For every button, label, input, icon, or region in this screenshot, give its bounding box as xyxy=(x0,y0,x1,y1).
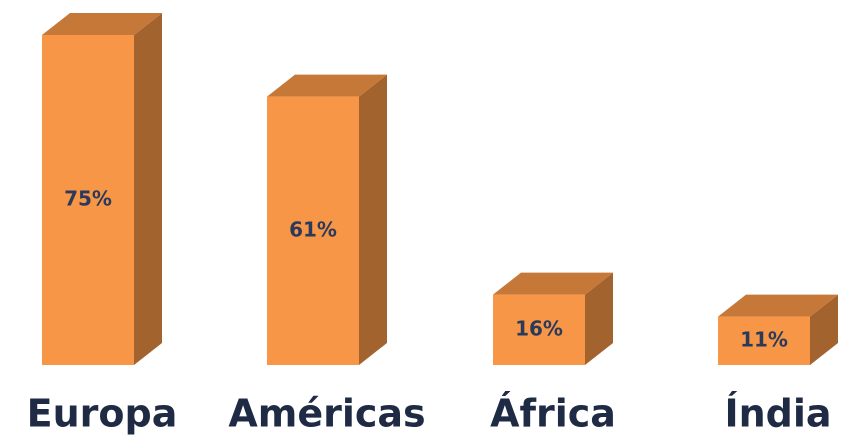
bar-top xyxy=(718,294,838,317)
x-tick-label: Índia xyxy=(724,392,831,436)
value-label: 11% xyxy=(740,327,788,351)
value-label: 61% xyxy=(289,217,337,241)
bar-top xyxy=(493,272,613,295)
bar-side xyxy=(810,294,838,365)
bar xyxy=(718,316,810,365)
bar-side xyxy=(585,272,613,365)
bar-top xyxy=(42,13,162,35)
bar xyxy=(42,35,134,365)
x-tick-label: Europa xyxy=(27,392,178,436)
value-label: 75% xyxy=(64,187,112,211)
value-label: 16% xyxy=(515,316,563,340)
bar xyxy=(493,294,585,365)
x-tick-label: Américas xyxy=(228,392,425,436)
bar-side xyxy=(134,13,162,365)
bar-side xyxy=(359,74,387,365)
x-tick-label: África xyxy=(490,392,616,436)
bar-top xyxy=(267,74,387,97)
bar xyxy=(267,96,359,365)
